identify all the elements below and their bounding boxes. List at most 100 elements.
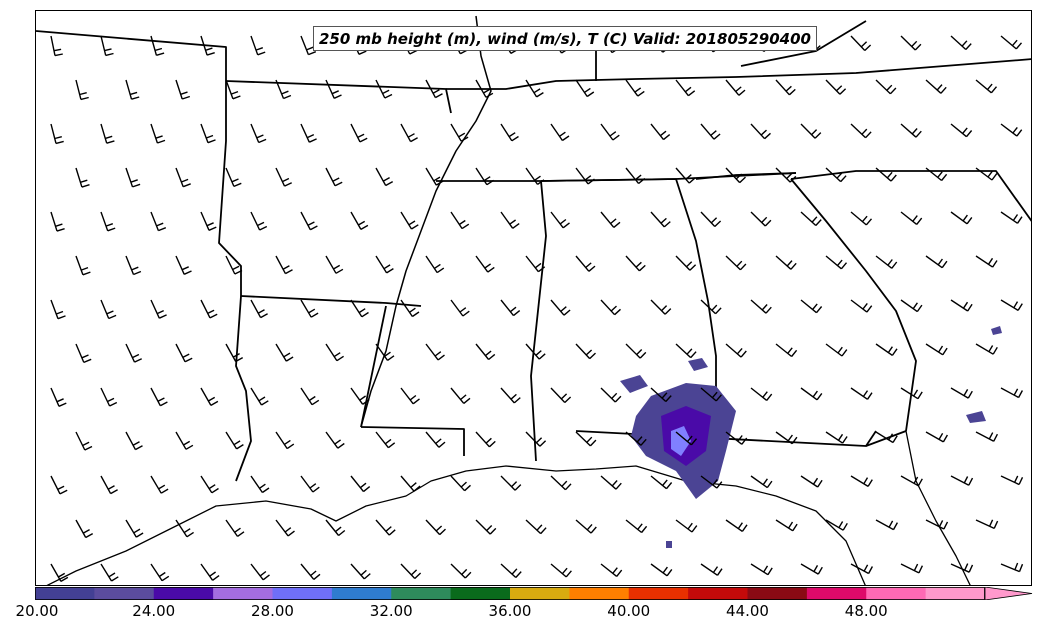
wind-barb — [175, 431, 194, 450]
wind-barb — [675, 167, 696, 184]
wind-barb — [975, 431, 999, 442]
wind-barb — [225, 431, 244, 450]
wind-barb — [275, 255, 293, 275]
wind-barb — [75, 431, 93, 451]
wind-barb — [925, 79, 947, 94]
wind-barb — [250, 299, 268, 319]
colorbar-segment — [391, 587, 452, 600]
wind-barb — [650, 563, 673, 577]
wind-barb — [250, 387, 269, 406]
wind-barb — [1000, 562, 1024, 573]
wind-barb — [225, 167, 242, 188]
wind-barb — [850, 211, 873, 226]
wind-barb — [200, 299, 218, 319]
wind-barb — [925, 431, 949, 443]
wind-barb — [725, 167, 746, 184]
wind-barb — [350, 299, 369, 318]
wind-barb — [550, 475, 572, 491]
wind-barb — [250, 211, 268, 231]
wind-barbs — [50, 35, 1024, 583]
wind-barb — [225, 79, 241, 100]
wind-barb — [750, 211, 772, 227]
wind-barb — [125, 167, 141, 188]
wind-barb — [650, 123, 671, 141]
wind-barb — [275, 167, 292, 187]
wind-barb — [325, 255, 344, 274]
wind-barb — [300, 299, 319, 318]
colorbar-segment — [688, 587, 749, 600]
wind-barb — [650, 475, 673, 490]
wind-barb — [1000, 123, 1023, 137]
wind-barb — [450, 387, 471, 404]
wind-barb — [400, 475, 421, 492]
wind-barb — [450, 299, 470, 317]
temp-patch-small-3 — [966, 411, 986, 423]
wind-barb — [475, 255, 495, 273]
wind-barb — [150, 299, 167, 319]
wind-barb — [50, 123, 64, 145]
wind-barb — [400, 211, 419, 230]
wind-barb — [850, 563, 874, 575]
wind-barb — [300, 387, 320, 406]
colorbar-tick-label: 24.00 — [132, 602, 176, 620]
wind-barb — [175, 167, 191, 188]
wind-barb — [475, 519, 497, 535]
wind-barb — [850, 475, 873, 487]
wind-barb — [425, 255, 445, 274]
wind-barb — [200, 475, 219, 494]
wind-barb — [300, 211, 318, 231]
colorbar-tick-label: 48.00 — [844, 602, 888, 620]
wind-barb — [450, 475, 471, 492]
wind-barb — [725, 343, 747, 358]
wind-barb — [425, 79, 443, 99]
wind-barb — [1000, 299, 1023, 311]
state-boundaries — [36, 15, 1031, 585]
wind-barb — [775, 431, 798, 445]
wind-barb — [525, 167, 545, 185]
wind-barb — [950, 387, 973, 399]
wind-barb — [900, 35, 922, 51]
wind-barb — [700, 123, 721, 140]
wind-barb — [400, 123, 418, 143]
wind-barb — [725, 255, 747, 271]
wind-barb — [275, 431, 295, 450]
wind-barb — [1000, 35, 1023, 50]
wind-barb — [150, 211, 167, 232]
wind-barb — [625, 167, 646, 185]
wind-barb — [550, 563, 572, 578]
wind-barb — [325, 167, 343, 187]
wind-barb — [950, 123, 973, 138]
colorbar-outline — [35, 587, 985, 600]
wind-barb — [50, 299, 66, 320]
wind-barb — [225, 255, 243, 275]
wind-barb — [1000, 475, 1024, 486]
wind-barb — [75, 519, 94, 539]
wind-barb — [850, 35, 872, 52]
wind-barb — [550, 387, 572, 404]
wind-barb — [725, 79, 746, 96]
colorbar — [35, 587, 1033, 600]
wind-barb — [825, 343, 848, 357]
wind-barb — [625, 255, 646, 272]
wind-barb — [75, 343, 92, 364]
colorbar-segment — [450, 587, 511, 600]
wind-barb — [700, 211, 722, 228]
wind-barb — [350, 563, 371, 580]
colorbar-extend-arrow — [984, 587, 1033, 600]
wind-barb — [850, 299, 873, 313]
wind-barb — [725, 519, 748, 532]
wind-barb — [400, 299, 420, 318]
colorbar-tick-label: 32.00 — [369, 602, 413, 620]
wind-barb — [175, 519, 194, 538]
wind-barb — [575, 79, 595, 98]
wind-barb — [750, 299, 772, 314]
wind-barb — [150, 563, 170, 582]
wind-barb — [350, 211, 369, 231]
wind-barb — [625, 519, 648, 534]
wind-barb — [600, 563, 623, 577]
wind-barb — [675, 255, 697, 271]
wind-barb — [200, 35, 215, 56]
wind-barb — [800, 123, 822, 139]
wind-barb — [125, 343, 142, 363]
wind-barb — [350, 475, 371, 493]
